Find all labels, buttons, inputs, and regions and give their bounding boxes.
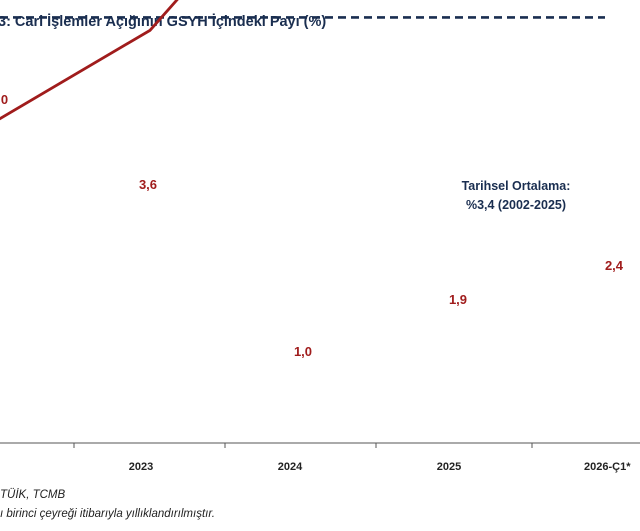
reference-label-line2: %3,4 (2002-2025) <box>466 198 566 212</box>
x-tick-label: 2023 <box>129 461 153 473</box>
source-footnote: TÜİK, TCMB <box>0 489 66 501</box>
data-label: 1,0 <box>294 344 312 359</box>
x-tick-label: 2025 <box>437 461 461 473</box>
note-footnote: ı birinci çeyreği itibarıyla yıllıklandı… <box>0 508 215 520</box>
x-tick-label: 2026-Ç1* <box>584 461 631 473</box>
series-line <box>0 0 179 121</box>
x-tick-label: 2024 <box>278 461 303 473</box>
data-label: 5,0 <box>0 92 8 107</box>
data-label: 3,6 <box>139 177 157 192</box>
data-label: 2,4 <box>605 258 624 273</box>
data-label: 1,9 <box>449 292 467 307</box>
reference-label-line1: Tarihsel Ortalama: <box>462 179 571 193</box>
